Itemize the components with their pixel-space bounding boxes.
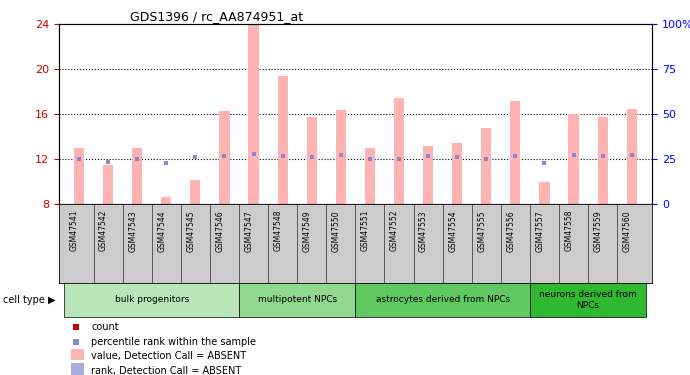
Bar xyxy=(239,283,355,317)
Bar xyxy=(70,363,83,375)
Bar xyxy=(481,128,491,204)
Bar xyxy=(510,101,520,204)
Text: GSM47541: GSM47541 xyxy=(70,210,79,251)
Text: GSM47552: GSM47552 xyxy=(390,210,399,251)
Bar xyxy=(277,76,288,204)
Text: GSM47553: GSM47553 xyxy=(419,210,428,252)
Text: GSM47554: GSM47554 xyxy=(448,210,457,252)
Text: value, Detection Call = ABSENT: value, Detection Call = ABSENT xyxy=(91,351,246,361)
Bar xyxy=(161,196,171,204)
Bar xyxy=(336,110,346,204)
Text: multipotent NPCs: multipotent NPCs xyxy=(257,296,337,304)
Bar xyxy=(103,165,113,204)
Text: GSM47560: GSM47560 xyxy=(622,210,631,252)
Bar xyxy=(627,109,637,204)
Text: GSM47542: GSM47542 xyxy=(99,210,108,251)
Bar xyxy=(64,283,239,317)
Bar xyxy=(219,111,230,204)
Text: GSM47555: GSM47555 xyxy=(477,210,486,252)
Bar xyxy=(365,148,375,204)
Text: GSM47544: GSM47544 xyxy=(157,210,166,252)
Text: GSM47551: GSM47551 xyxy=(361,210,370,251)
Bar xyxy=(306,117,317,204)
Bar xyxy=(190,180,201,204)
Bar xyxy=(569,114,579,204)
Text: GSM47549: GSM47549 xyxy=(303,210,312,252)
Text: GSM47557: GSM47557 xyxy=(535,210,544,252)
Text: GSM47558: GSM47558 xyxy=(564,210,573,251)
Text: neurons derived from
NPCs: neurons derived from NPCs xyxy=(539,290,637,310)
Text: GSM47550: GSM47550 xyxy=(332,210,341,252)
Text: GSM47556: GSM47556 xyxy=(506,210,515,252)
Text: GSM47543: GSM47543 xyxy=(128,210,137,252)
Text: GSM47547: GSM47547 xyxy=(244,210,253,252)
Text: bulk progenitors: bulk progenitors xyxy=(115,296,189,304)
Text: GSM47546: GSM47546 xyxy=(215,210,224,252)
Text: count: count xyxy=(91,322,119,332)
Bar xyxy=(74,148,84,204)
Bar xyxy=(355,283,530,317)
Text: GDS1396 / rc_AA874951_at: GDS1396 / rc_AA874951_at xyxy=(130,10,303,23)
Bar xyxy=(540,182,549,204)
Text: astrocytes derived from NPCs: astrocytes derived from NPCs xyxy=(375,296,510,304)
Text: rank, Detection Call = ABSENT: rank, Detection Call = ABSENT xyxy=(91,366,242,375)
Bar xyxy=(248,24,259,204)
Text: GSM47545: GSM47545 xyxy=(186,210,195,252)
Bar xyxy=(70,349,83,360)
Bar xyxy=(530,283,647,317)
Text: GSM47559: GSM47559 xyxy=(593,210,602,252)
Text: percentile rank within the sample: percentile rank within the sample xyxy=(91,337,256,347)
Bar xyxy=(598,117,608,204)
Bar xyxy=(452,142,462,204)
Text: GSM47548: GSM47548 xyxy=(274,210,283,251)
Bar xyxy=(394,98,404,204)
Bar xyxy=(132,148,142,204)
Text: cell type ▶: cell type ▶ xyxy=(3,295,55,305)
Bar xyxy=(423,146,433,204)
